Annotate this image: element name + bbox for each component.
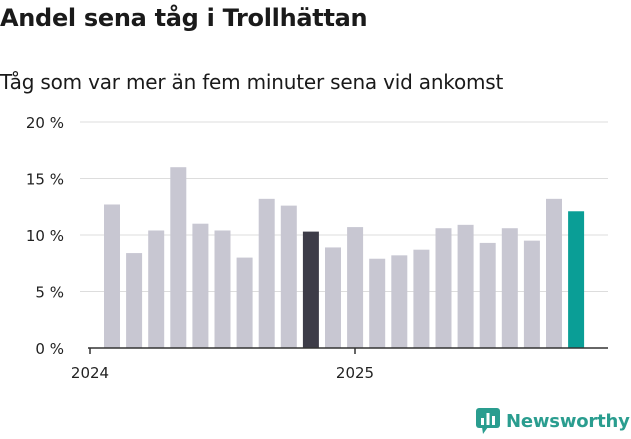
bar <box>347 227 364 348</box>
bar <box>568 211 585 348</box>
bar <box>391 255 408 348</box>
bar <box>192 223 209 348</box>
y-tick-label: 15 % <box>26 171 64 189</box>
bar <box>325 247 341 348</box>
bar <box>214 230 231 348</box>
bar <box>501 228 518 348</box>
bar <box>523 240 540 348</box>
bar <box>258 198 275 348</box>
bar <box>302 231 319 348</box>
bar <box>413 249 430 348</box>
bar <box>435 228 452 348</box>
bar <box>104 204 120 348</box>
bar <box>479 242 496 348</box>
bar <box>457 224 474 348</box>
bar <box>148 230 165 348</box>
newsworthy-logo[interactable]: Newsworthy <box>476 408 630 434</box>
chart-subtitle: Tåg som var mer än fem minuter sena vid … <box>0 70 504 94</box>
bar <box>546 198 562 348</box>
y-tick-label: 0 % <box>35 340 64 358</box>
bar <box>126 253 143 348</box>
newsworthy-logo-text: Newsworthy <box>506 410 630 432</box>
chart-title: Andel sena tåg i Trollhättan <box>0 4 368 32</box>
newsworthy-logo-icon <box>476 408 500 434</box>
bar <box>369 258 386 348</box>
bar <box>236 257 253 348</box>
y-tick-label: 20 % <box>26 114 64 132</box>
x-tick-label: 2024 <box>71 364 109 382</box>
y-tick-label: 5 % <box>35 284 64 302</box>
x-tick-label: 2025 <box>336 364 374 382</box>
y-tick-label: 10 % <box>26 227 64 245</box>
bar <box>170 167 187 348</box>
bar <box>280 205 297 348</box>
